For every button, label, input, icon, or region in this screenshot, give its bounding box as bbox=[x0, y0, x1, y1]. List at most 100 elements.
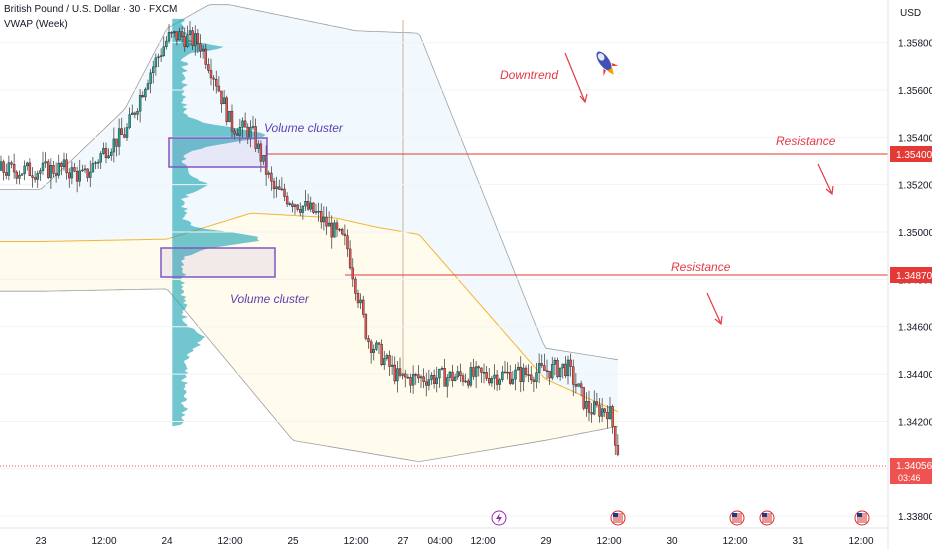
vwap-upper-band bbox=[0, 4, 619, 361]
candle-bear bbox=[225, 97, 228, 123]
candle-bear bbox=[199, 43, 202, 52]
candle-bear bbox=[477, 366, 480, 369]
candle-bear bbox=[341, 229, 344, 235]
candle-bull bbox=[144, 88, 147, 98]
candle-bull bbox=[411, 374, 415, 386]
candle-bear bbox=[10, 162, 13, 165]
candle-bull bbox=[375, 342, 378, 350]
candle-bear bbox=[354, 278, 357, 294]
candle-bear bbox=[12, 164, 16, 173]
time-tick-label: 27 bbox=[397, 536, 409, 547]
event-markers[interactable] bbox=[491, 510, 870, 526]
candle-bull bbox=[456, 371, 459, 378]
candle-bear bbox=[285, 196, 289, 205]
vwap-line bbox=[0, 212, 619, 413]
candle-bear bbox=[73, 167, 76, 172]
candle-bear bbox=[488, 378, 491, 384]
candle-bear bbox=[461, 375, 465, 382]
volume-cluster-box-lower[interactable] bbox=[160, 247, 276, 278]
candle-bear bbox=[527, 374, 530, 376]
vwap-indicator-label[interactable]: VWAP (Week) bbox=[4, 19, 68, 30]
candle-bull bbox=[280, 188, 284, 191]
drawings[interactable]: Volume cluster Volume cluster Downtrend … bbox=[0, 47, 888, 467]
time-tick-label: 12:00 bbox=[596, 536, 621, 547]
time-tick-label: 31 bbox=[792, 536, 804, 547]
lightning-icon[interactable] bbox=[491, 510, 507, 526]
volume-cluster-box-upper[interactable] bbox=[168, 137, 268, 168]
candle-bull bbox=[41, 162, 45, 171]
candle-bear bbox=[590, 412, 593, 415]
candle-bear bbox=[495, 374, 499, 385]
arrow-down-icon[interactable] bbox=[564, 52, 588, 104]
candle-bull bbox=[453, 376, 457, 382]
candle-bear bbox=[278, 186, 281, 190]
time-tick-label: 30 bbox=[666, 536, 678, 547]
candle-bear bbox=[52, 165, 55, 174]
time-tick-label: 12:00 bbox=[91, 536, 116, 547]
time-tick-label: 12:00 bbox=[722, 536, 747, 547]
candle-bear bbox=[451, 371, 454, 382]
time-tick-label: 29 bbox=[540, 536, 552, 547]
time-tick-label: 12:00 bbox=[848, 536, 873, 547]
us-flag-icon[interactable] bbox=[729, 510, 745, 526]
symbol-title[interactable]: British Pound / U.S. Dollar · 30 · FXCM bbox=[4, 4, 178, 15]
volume-profile-histogram bbox=[172, 18, 266, 427]
candle-bull bbox=[514, 369, 517, 380]
candle-bull bbox=[327, 222, 331, 227]
candle-bear bbox=[603, 408, 606, 413]
candle-bull bbox=[44, 161, 47, 164]
candle-bear bbox=[31, 175, 34, 178]
candle-bull bbox=[152, 66, 155, 74]
candle-bull bbox=[251, 126, 255, 128]
candle-bull bbox=[159, 55, 163, 57]
rocket-icon bbox=[596, 51, 619, 76]
candles[interactable] bbox=[0, 21, 620, 457]
arrow-down-icon[interactable] bbox=[706, 292, 723, 326]
candle-bear bbox=[506, 371, 509, 374]
candle-bear bbox=[540, 363, 543, 366]
candle-bear bbox=[68, 172, 71, 179]
candle-bull bbox=[600, 408, 604, 417]
us-flag-icon[interactable] bbox=[759, 510, 775, 526]
arrow-down-icon[interactable] bbox=[817, 163, 834, 196]
candle-bear bbox=[215, 79, 218, 87]
candle-bull bbox=[419, 376, 423, 379]
candle-bear bbox=[393, 364, 396, 382]
candle-bear bbox=[556, 360, 559, 377]
candle-bear bbox=[312, 202, 315, 213]
candle-bear bbox=[409, 376, 412, 386]
volume-profile bbox=[172, 18, 404, 427]
candle-bear bbox=[414, 374, 417, 376]
candle-bear bbox=[212, 77, 215, 80]
candle-bear bbox=[270, 172, 273, 182]
candle-bull bbox=[257, 143, 260, 149]
time-tick-label: 24 bbox=[161, 536, 173, 547]
candle-bear bbox=[296, 204, 299, 210]
candle-bull bbox=[83, 168, 87, 171]
candle-bear bbox=[47, 161, 50, 178]
candle-bull bbox=[464, 380, 467, 383]
candle-bull bbox=[57, 162, 60, 176]
candle-bull bbox=[448, 371, 452, 378]
candle-bear bbox=[65, 159, 68, 174]
candle-bull bbox=[138, 95, 142, 112]
time-axis[interactable]: 23 12:00 24 12:00 25 12:00 27 04:00 12:00 29 12:00… bbox=[35, 536, 874, 547]
us-flag-icon[interactable] bbox=[854, 510, 870, 526]
candle-bear bbox=[377, 342, 381, 345]
price-tick-label: 1.35000 bbox=[898, 228, 932, 239]
svg-text:1.34870: 1.34870 bbox=[896, 271, 932, 282]
candle-bear bbox=[574, 384, 578, 387]
candle-bear bbox=[15, 171, 18, 179]
candle-bear bbox=[388, 355, 391, 367]
candle-bear bbox=[530, 374, 533, 381]
candle-bear bbox=[291, 203, 294, 207]
candle-bear bbox=[509, 372, 512, 384]
time-tick-label: 25 bbox=[287, 536, 299, 547]
price-tick-label: 1.35800 bbox=[898, 39, 932, 50]
us-flag-icon[interactable] bbox=[610, 510, 626, 526]
candle-bull bbox=[585, 401, 588, 409]
candle-bear bbox=[338, 228, 341, 231]
candle-bull bbox=[96, 161, 100, 164]
